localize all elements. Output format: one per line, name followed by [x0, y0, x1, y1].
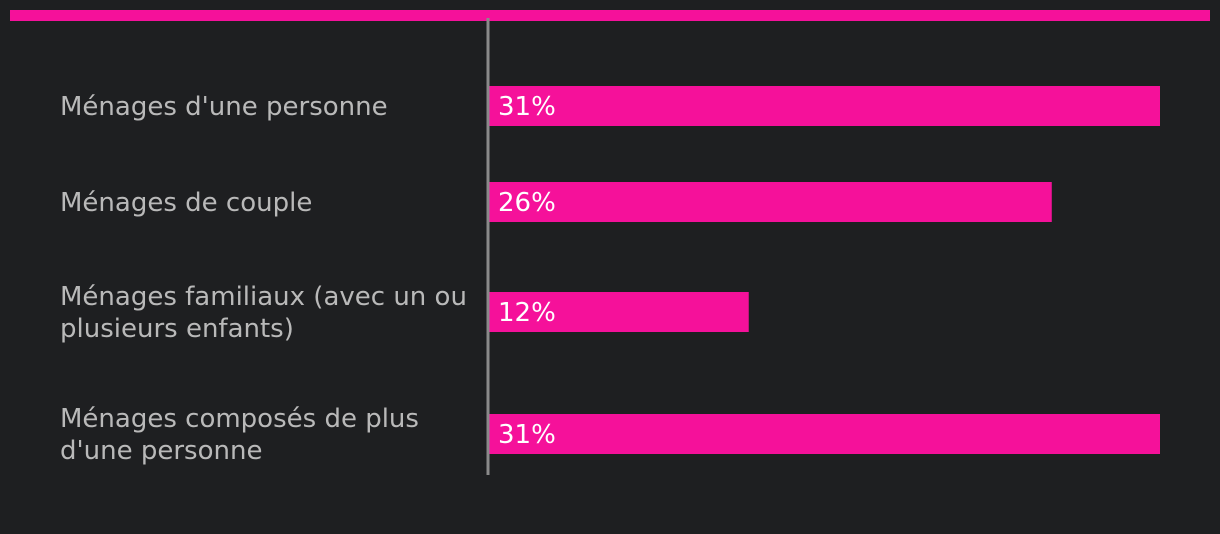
category-label-line: plusieurs enfants)	[60, 314, 294, 344]
bar-value-label: 31%	[498, 92, 556, 122]
value-labels: 31% 26% 12% 31%	[498, 92, 556, 450]
bar-value-label: 12%	[498, 298, 556, 328]
category-label: Ménages de couple	[60, 188, 312, 218]
bar	[489, 414, 1160, 454]
bar-value-label: 26%	[498, 188, 556, 218]
bar	[489, 86, 1160, 126]
bar	[489, 182, 1052, 222]
category-label-line: Ménages d'une personne	[60, 92, 388, 122]
bars-layer	[489, 86, 1160, 454]
top-accent-bar	[10, 10, 1210, 21]
category-labels: Ménages d'une personne Ménages de couple M…	[60, 92, 467, 466]
bar	[489, 292, 749, 332]
category-label: Ménages composés de plus d'une personne	[60, 404, 419, 466]
bar-value-label: 31%	[498, 420, 556, 450]
category-label: Ménages d'une personne	[60, 92, 388, 122]
category-label: Ménages familiaux (avec un ou plusieurs e…	[60, 282, 467, 344]
category-label-line: Ménages familiaux (avec un ou	[60, 282, 467, 312]
category-label-line: Ménages de couple	[60, 188, 312, 218]
category-label-line: Ménages composés de plus	[60, 404, 419, 434]
category-label-line: d'une personne	[60, 436, 262, 466]
